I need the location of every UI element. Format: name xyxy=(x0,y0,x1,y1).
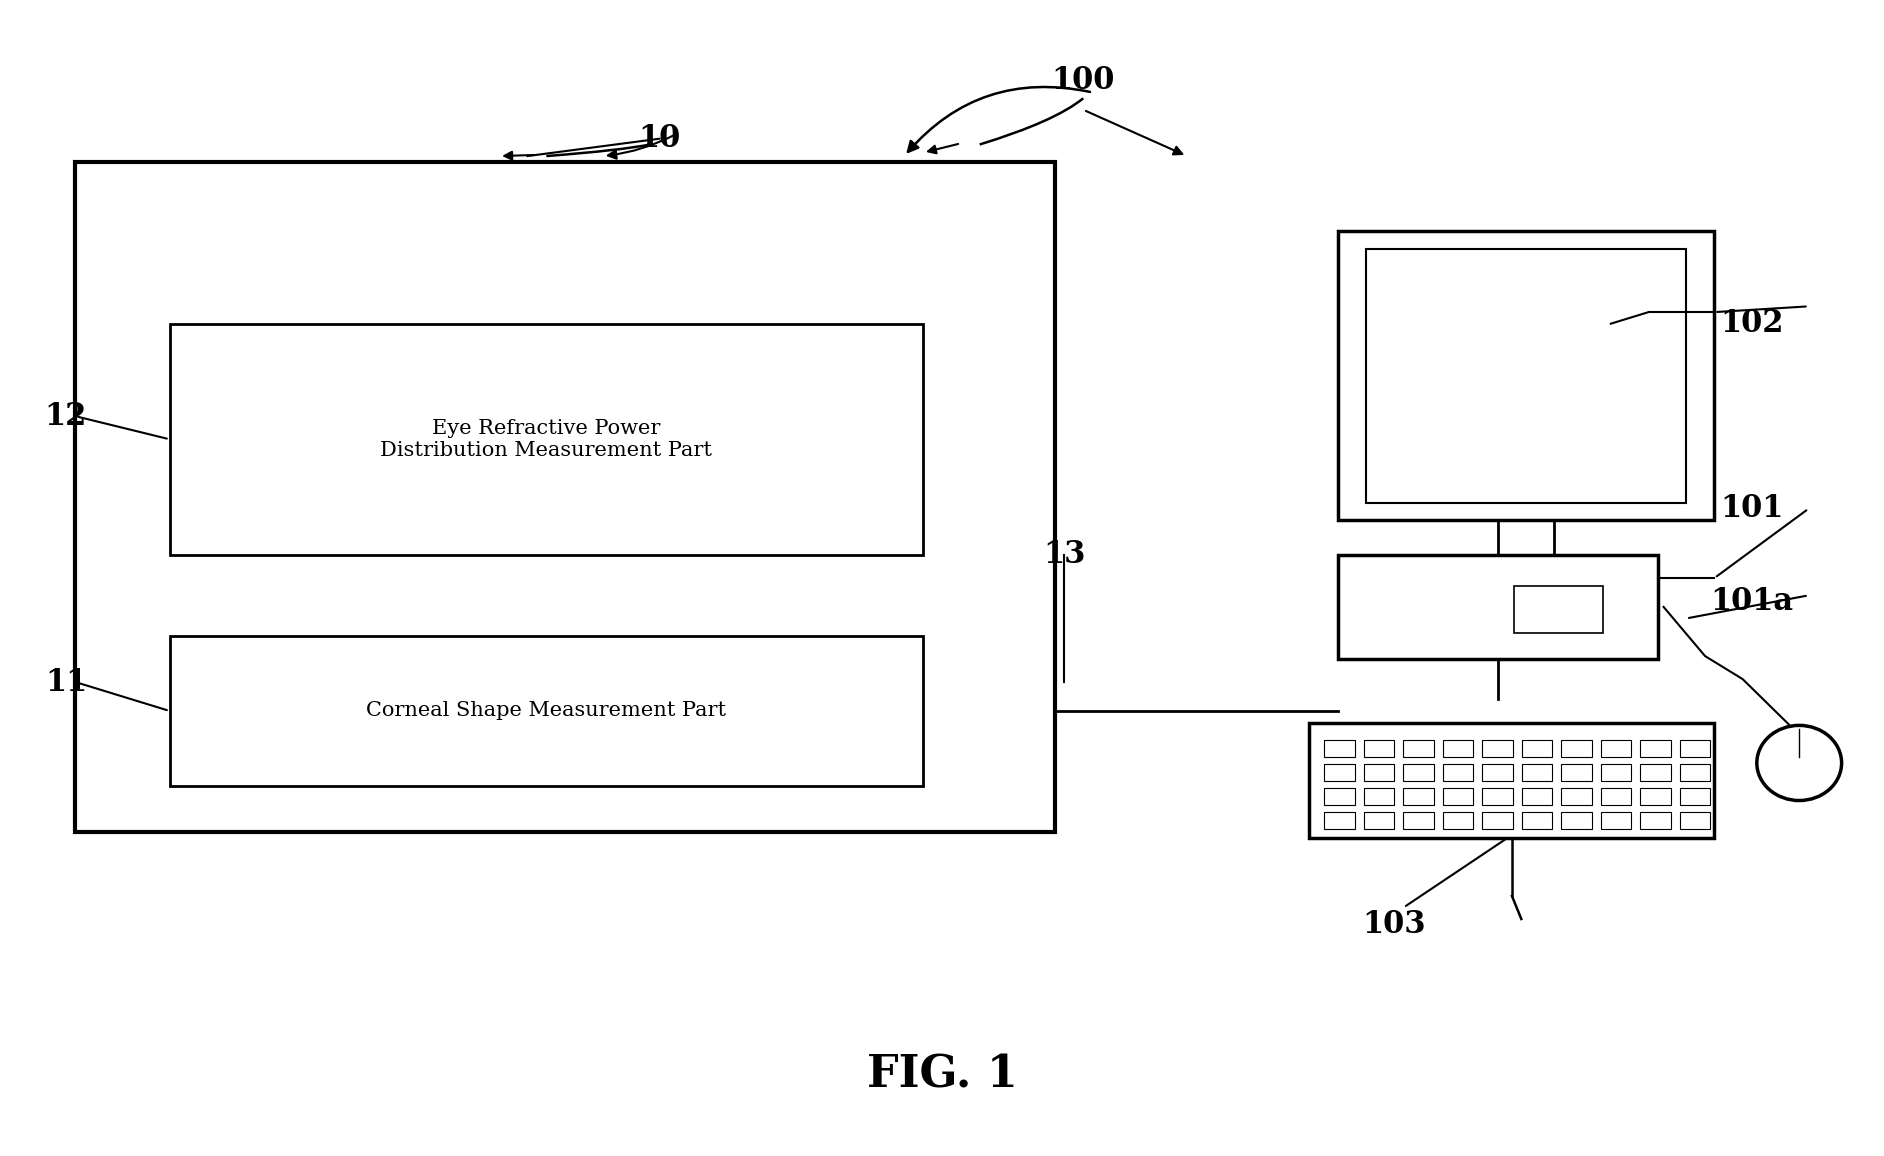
FancyBboxPatch shape xyxy=(1601,787,1632,805)
FancyBboxPatch shape xyxy=(1562,812,1592,829)
FancyBboxPatch shape xyxy=(75,162,1055,832)
FancyBboxPatch shape xyxy=(1443,787,1473,805)
FancyBboxPatch shape xyxy=(1364,787,1394,805)
FancyBboxPatch shape xyxy=(1324,740,1355,757)
FancyBboxPatch shape xyxy=(1562,764,1592,781)
FancyBboxPatch shape xyxy=(170,636,923,786)
FancyBboxPatch shape xyxy=(1522,812,1552,829)
FancyBboxPatch shape xyxy=(1443,764,1473,781)
FancyBboxPatch shape xyxy=(1522,787,1552,805)
FancyBboxPatch shape xyxy=(1324,812,1355,829)
FancyBboxPatch shape xyxy=(1324,764,1355,781)
FancyBboxPatch shape xyxy=(170,324,923,555)
Text: 11: 11 xyxy=(45,667,87,697)
FancyBboxPatch shape xyxy=(1641,764,1671,781)
FancyBboxPatch shape xyxy=(1515,586,1603,632)
FancyBboxPatch shape xyxy=(1601,764,1632,781)
FancyBboxPatch shape xyxy=(1681,812,1711,829)
FancyBboxPatch shape xyxy=(1681,787,1711,805)
FancyBboxPatch shape xyxy=(1483,764,1513,781)
Text: FIG. 1: FIG. 1 xyxy=(867,1053,1017,1097)
FancyBboxPatch shape xyxy=(1483,812,1513,829)
Text: 10: 10 xyxy=(639,124,680,154)
FancyBboxPatch shape xyxy=(1641,787,1671,805)
FancyBboxPatch shape xyxy=(1601,812,1632,829)
FancyBboxPatch shape xyxy=(1309,722,1714,838)
FancyBboxPatch shape xyxy=(1364,764,1394,781)
FancyBboxPatch shape xyxy=(1324,787,1355,805)
Text: 101a: 101a xyxy=(1711,586,1794,616)
FancyBboxPatch shape xyxy=(1338,231,1714,520)
FancyBboxPatch shape xyxy=(1366,249,1686,503)
FancyBboxPatch shape xyxy=(1483,787,1513,805)
FancyBboxPatch shape xyxy=(1404,812,1434,829)
Text: 100: 100 xyxy=(1051,66,1115,96)
FancyBboxPatch shape xyxy=(1338,555,1658,659)
FancyBboxPatch shape xyxy=(1522,740,1552,757)
FancyBboxPatch shape xyxy=(1404,740,1434,757)
FancyBboxPatch shape xyxy=(1601,740,1632,757)
Text: 101: 101 xyxy=(1720,494,1784,524)
FancyBboxPatch shape xyxy=(1364,812,1394,829)
FancyBboxPatch shape xyxy=(1522,764,1552,781)
Text: Eye Refractive Power
Distribution Measurement Part: Eye Refractive Power Distribution Measur… xyxy=(381,418,712,460)
FancyBboxPatch shape xyxy=(1443,812,1473,829)
Text: 102: 102 xyxy=(1720,309,1784,339)
Ellipse shape xyxy=(1756,726,1843,800)
FancyBboxPatch shape xyxy=(1404,764,1434,781)
FancyBboxPatch shape xyxy=(1562,740,1592,757)
Text: 13: 13 xyxy=(1044,540,1085,570)
FancyBboxPatch shape xyxy=(1641,740,1671,757)
Text: 103: 103 xyxy=(1362,910,1426,940)
FancyBboxPatch shape xyxy=(1562,787,1592,805)
FancyBboxPatch shape xyxy=(1681,740,1711,757)
Text: 12: 12 xyxy=(45,401,87,431)
Text: Corneal Shape Measurement Part: Corneal Shape Measurement Part xyxy=(365,702,727,720)
FancyBboxPatch shape xyxy=(1681,764,1711,781)
FancyBboxPatch shape xyxy=(1641,812,1671,829)
FancyBboxPatch shape xyxy=(1404,787,1434,805)
FancyBboxPatch shape xyxy=(1443,740,1473,757)
FancyBboxPatch shape xyxy=(1364,740,1394,757)
FancyBboxPatch shape xyxy=(1483,740,1513,757)
